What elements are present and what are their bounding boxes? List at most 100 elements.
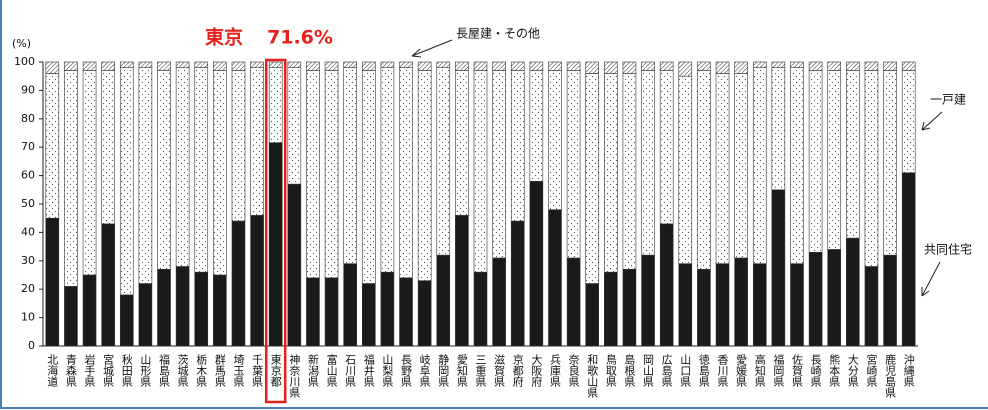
bar-segment [268,61,283,68]
x-tick-label: 群馬県 [213,353,226,388]
bar-segment [324,70,339,279]
y-tick-label: 30 [21,254,35,267]
bar-segment [64,286,78,347]
bar-segment [622,61,637,74]
bar-segment [659,223,674,347]
bar-segment [790,67,804,264]
bar-segment [119,294,134,347]
x-tick-label: 山梨県 [381,354,394,388]
bar-segment [529,61,544,71]
y-tick-label: 80 [21,112,35,125]
bar-segment [659,61,674,71]
x-tick-label: 三重県 [474,354,487,388]
bar-segment [250,67,264,216]
bar-segment [827,70,842,250]
y-tick-label: 10 [21,311,35,324]
x-tick-label: 青森県 [64,354,77,388]
bar-segment [883,61,897,71]
x-tick-label: 福井県 [362,353,375,388]
bar-segment [697,70,711,270]
bar-segment [864,70,879,267]
bar-segment [492,257,506,347]
x-tick-label: 兵庫県 [548,354,561,388]
x-tick-label: 栃木県 [195,353,208,388]
x-tick-label: 高知県 [753,353,766,388]
x-tick-label: 京都府 [511,353,524,388]
bar-segment [678,263,693,347]
legend-label: 共同住宅 [924,242,972,257]
x-tick-label: 岩手県 [83,353,96,388]
bar-segment [306,70,320,279]
x-tick-label: 東京都 [269,354,282,387]
bar-segment [175,266,190,347]
bar-segment [213,274,227,347]
bar-segment [566,61,581,71]
bar-segment [771,189,786,347]
bar-segment [306,61,320,71]
x-tick-label: 大分県 [846,353,859,388]
legend-label: 一戸建 [930,93,966,107]
x-tick-label: 大阪府 [530,353,543,388]
bar-segment [82,274,97,347]
bar-segment [827,61,842,71]
bar-segment [455,215,469,347]
bar-segment [343,61,357,68]
bar-segment [361,70,376,284]
bar-segment [752,263,767,347]
bar-segment [361,283,376,347]
bar-segment [287,183,302,347]
bar-segment [138,67,153,284]
bar-segment [380,61,395,68]
bar-segment [287,61,302,68]
x-tick-label: 愛媛県 [735,354,748,388]
x-tick-label: 山口県 [679,354,692,388]
bar-segment [790,61,804,68]
bar-segment [808,70,823,253]
x-tick-label: 埼玉県 [232,353,245,388]
x-tick-label: 島根県 [623,353,636,388]
annotation: 東京 [205,26,243,49]
bar-segment [175,67,190,267]
bar-segment [771,67,786,191]
x-tick-label: 山形県 [139,354,152,388]
y-tick-label: 0 [28,339,35,352]
x-tick-label: 長野県 [400,354,413,388]
bar-segment [417,70,432,281]
bar-segment [175,61,190,68]
bar-segment [622,73,637,270]
x-tick-label: 宮崎県 [865,353,878,388]
bar-segment [213,70,227,276]
bar-segment [808,61,823,71]
x-tick-label: 岐阜県 [418,354,431,388]
bar-segment [566,257,581,347]
bar-segment [641,70,655,256]
bar-segment [45,73,60,219]
bar-segment [268,67,283,143]
x-tick-label: 茨城県 [176,353,189,388]
bar-segment [417,61,432,71]
y-tick-label: 50 [21,197,35,210]
x-tick-label: 富山県 [325,353,338,388]
highlight-box [264,58,287,404]
bar-segment [157,61,171,71]
y-tick-label: 70 [21,140,35,153]
x-tick-label: 千葉県 [251,354,264,388]
bar-segment [697,61,711,71]
x-tick-label: 岡山県 [642,354,655,388]
bar-segment [45,61,60,74]
arrow [921,261,941,297]
x-tick-label: 宮城県 [102,353,115,388]
bar-segment [119,67,134,296]
bar-segment [604,61,618,74]
bar-segment [138,283,153,347]
bar-segment [790,263,804,347]
bar-segment [771,61,786,68]
bar-segment [659,70,674,225]
bar-segment [157,269,171,347]
bar-segment [492,70,506,259]
bar-segment [846,61,860,71]
bar-segment [287,67,302,185]
arrow [921,111,943,131]
bar-segment [846,237,860,347]
y-tick-label: 40 [21,225,35,238]
